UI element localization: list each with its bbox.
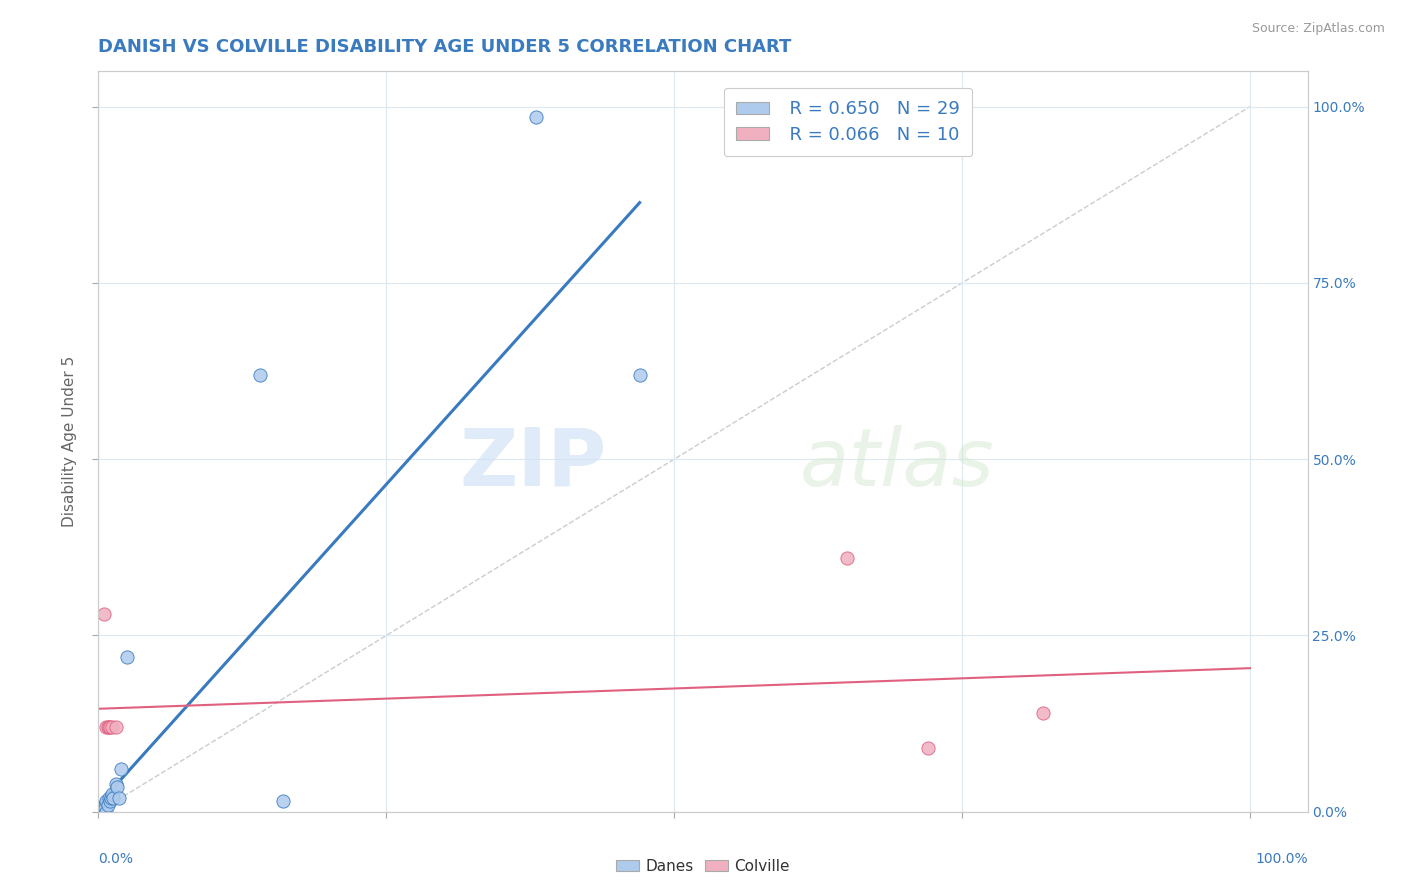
Point [249, 368, 271, 382]
Point [90, 805, 112, 819]
Point [1032, 706, 1054, 720]
Point [93, 801, 115, 815]
Point [96, 805, 118, 819]
Point [103, 790, 125, 805]
Point [91, 805, 114, 819]
Legend: Danes, Colville: Danes, Colville [610, 853, 796, 880]
Point [104, 720, 127, 734]
Point [89, 805, 111, 819]
Point [98, 720, 121, 734]
Point [90, 805, 112, 819]
Text: DANISH VS COLVILLE DISABILITY AGE UNDER 5 CORRELATION CHART: DANISH VS COLVILLE DISABILITY AGE UNDER … [98, 38, 792, 56]
Text: 0.0%: 0.0% [98, 853, 134, 866]
Text: ZIP: ZIP [458, 425, 606, 503]
Text: Source: ZipAtlas.com: Source: ZipAtlas.com [1251, 22, 1385, 36]
Point [96, 794, 118, 808]
Point [917, 741, 939, 756]
Point [94, 797, 117, 812]
Point [90, 805, 112, 819]
Point [91, 801, 114, 815]
Point [100, 790, 122, 805]
Point [98, 794, 121, 808]
Point [90, 805, 112, 819]
Point [96, 720, 118, 734]
Point [97, 720, 120, 734]
Point [628, 368, 651, 382]
Point [271, 794, 294, 808]
Point [108, 790, 131, 805]
Point [97, 720, 120, 734]
Text: 100.0%: 100.0% [1256, 853, 1308, 866]
Point [93, 607, 115, 622]
Text: atlas: atlas [800, 425, 994, 503]
Point [97, 790, 120, 805]
Legend:   R = 0.650   N = 29,   R = 0.066   N = 10: R = 0.650 N = 29, R = 0.066 N = 10 [724, 87, 973, 156]
Point [101, 787, 124, 801]
Point [97, 797, 120, 812]
Point [835, 550, 858, 565]
Point [105, 780, 128, 794]
Point [115, 649, 138, 664]
Y-axis label: Disability Age Under 5: Disability Age Under 5 [62, 356, 77, 527]
Point [94, 801, 117, 815]
Point [93, 799, 115, 814]
Point [524, 110, 547, 124]
Point [89, 805, 111, 819]
Point [101, 720, 124, 734]
Point [110, 763, 132, 777]
Point [104, 776, 127, 790]
